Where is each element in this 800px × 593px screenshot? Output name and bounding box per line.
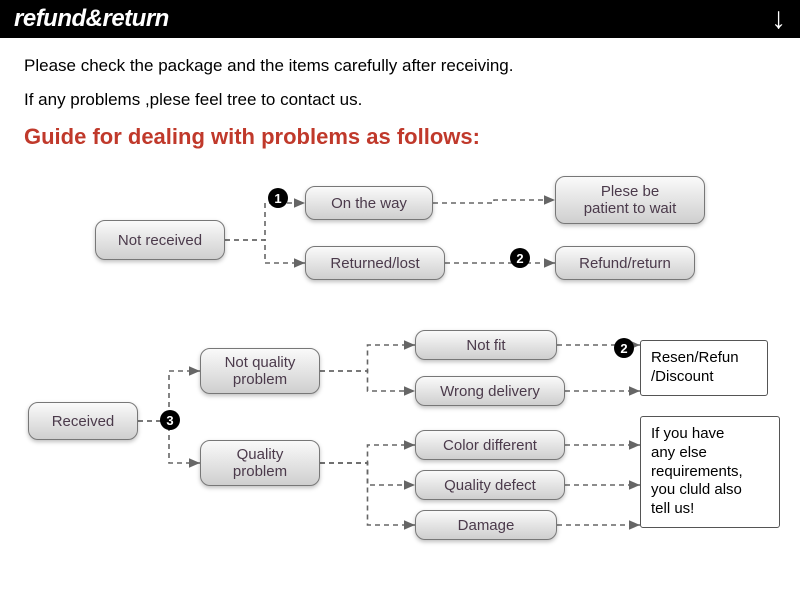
badge-b2: 2 [510,248,530,268]
node-wrong_delivery: Wrong delivery [415,376,565,406]
badge-b4: 2 [614,338,634,358]
node-not_fit: Not fit [415,330,557,360]
node-not_quality: Not qualityproblem [200,348,320,394]
outbox-else: If you haveany elserequirements,you clul… [640,416,780,528]
node-color_diff: Color different [415,430,565,460]
node-damage: Damage [415,510,557,540]
node-quality: Qualityproblem [200,440,320,486]
guide-title: Guide for dealing with problems as follo… [24,124,776,150]
intro-line-1: Please check the package and the items c… [24,56,776,76]
node-returned_lost: Returned/lost [305,246,445,280]
down-arrow-icon: ↓ [771,4,786,34]
outbox-resend: Resen/Refun/Discount [640,340,768,396]
header-bar: refund&return ↓ [0,0,800,38]
node-refund_return: Refund/return [555,246,695,280]
badge-b3: 3 [160,410,180,430]
intro-block: Please check the package and the items c… [0,38,800,158]
badge-b1: 1 [268,188,288,208]
node-not_received: Not received [95,220,225,260]
flowchart-canvas: Not received On the way Returned/lost Plese… [0,158,800,588]
header-title: refund&return [14,5,169,33]
node-please_wait: Plese bepatient to wait [555,176,705,224]
node-received: Received [28,402,138,440]
intro-line-2: If any problems ,plese feel tree to cont… [24,90,776,110]
node-on_the_way: On the way [305,186,433,220]
node-quality_defect: Quality defect [415,470,565,500]
